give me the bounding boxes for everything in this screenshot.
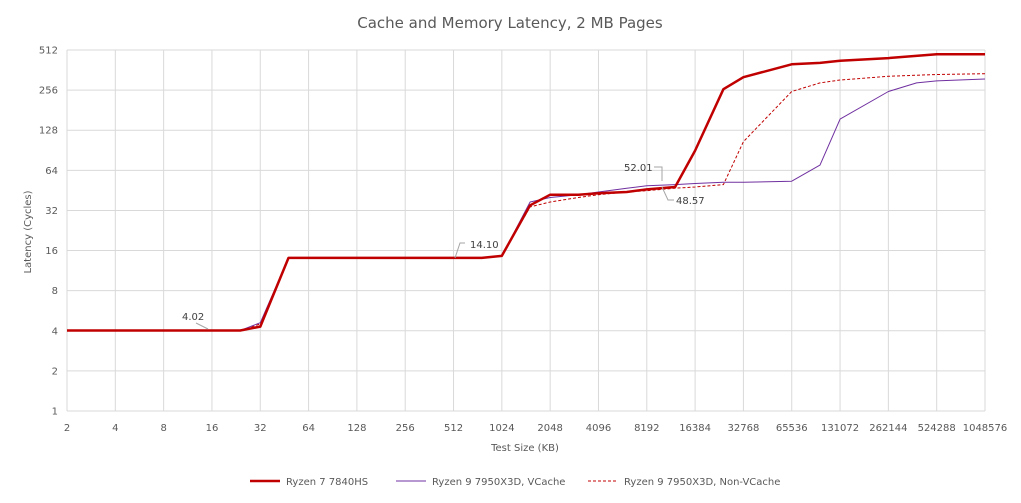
x-tick-label: 16384	[679, 423, 711, 434]
x-tick-label: 8192	[634, 423, 659, 434]
x-tick-label: 65536	[776, 423, 808, 434]
annotation-label: 4.02	[182, 312, 204, 323]
y-tick-label: 64	[45, 166, 58, 177]
x-tick-label: 1024	[489, 423, 514, 434]
y-tick-label: 512	[39, 46, 58, 57]
x-tick-label: 1048576	[963, 423, 1008, 434]
x-tick-label: 512	[444, 423, 463, 434]
x-tick-label: 524288	[918, 423, 956, 434]
annotation-leader	[654, 166, 663, 181]
y-tick-label: 16	[45, 246, 58, 257]
series-line-vcache	[67, 78, 986, 331]
y-tick-label: 128	[39, 126, 58, 137]
annotation-leader	[195, 322, 209, 330]
x-tick-label: 2048	[537, 423, 562, 434]
y-axis-label: Latency (Cycles)	[23, 190, 34, 273]
x-tick-label: 32768	[728, 423, 760, 434]
series-line-nonvcache	[67, 73, 986, 331]
legend: Ryzen 7 7840HS Ryzen 9 7950X3D, VCache Ryz…	[250, 477, 780, 488]
y-tick-label: 2	[52, 366, 58, 377]
x-tick-label: 4	[112, 423, 118, 434]
legend-entry: Ryzen 9 7950X3D, VCache	[432, 477, 565, 488]
x-tick-label: 64	[302, 423, 315, 434]
annotation-leader	[454, 242, 465, 259]
x-tick-label: 262144	[869, 423, 907, 434]
series-line-7840hs	[67, 53, 985, 332]
x-tick-label: 128	[347, 423, 366, 434]
y-tick-labels: 1 2 4 8 16 32 64 128 256 512	[39, 46, 58, 418]
annotation-leader	[661, 186, 674, 201]
x-tick-label: 256	[396, 423, 415, 434]
y-tick-label: 256	[39, 86, 58, 97]
annotation-label: 52.01	[624, 163, 653, 174]
legend-entry: Ryzen 7 7840HS	[286, 477, 368, 488]
x-tick-label: 4096	[586, 423, 611, 434]
x-tick-label: 16	[206, 423, 219, 434]
annotation-label: 48.57	[676, 196, 705, 207]
chart-title: Cache and Memory Latency, 2 MB Pages	[357, 14, 663, 32]
x-tick-labels: 2 4 8 16 32 64 128 256 512 1024 2048 4096 8192 16384 3…	[64, 423, 1007, 434]
y-tick-label: 8	[52, 286, 58, 297]
series	[67, 53, 986, 332]
y-tick-label: 1	[52, 407, 58, 418]
x-tick-label: 2	[64, 423, 70, 434]
x-tick-label: 8	[160, 423, 166, 434]
y-tick-label: 4	[52, 326, 58, 337]
x-tick-label: 32	[254, 423, 267, 434]
x-axis-label: Test Size (KB)	[490, 443, 559, 454]
x-tick-label: 131072	[821, 423, 859, 434]
annotation-label: 14.10	[470, 240, 499, 251]
grid	[66, 49, 986, 412]
legend-entry: Ryzen 9 7950X3D, Non-VCache	[624, 477, 780, 488]
annotations: 4.02 14.10 52.01 48.57	[182, 163, 705, 330]
y-tick-label: 32	[45, 206, 58, 217]
